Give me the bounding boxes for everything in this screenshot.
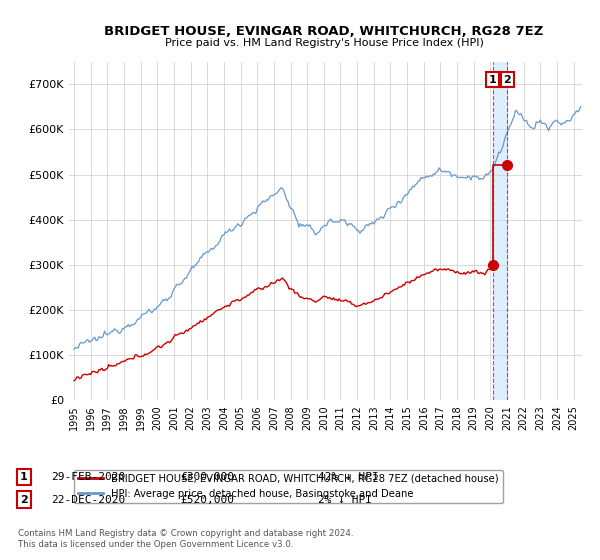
Text: 29-FEB-2020: 29-FEB-2020 bbox=[51, 472, 125, 482]
Text: £300,000: £300,000 bbox=[180, 472, 234, 482]
Text: 2% ↓ HPI: 2% ↓ HPI bbox=[318, 494, 372, 505]
Text: BRIDGET HOUSE, EVINGAR ROAD, WHITCHURCH, RG28 7EZ: BRIDGET HOUSE, EVINGAR ROAD, WHITCHURCH,… bbox=[104, 25, 544, 38]
Text: £520,000: £520,000 bbox=[180, 494, 234, 505]
Text: 42% ↓ HPI: 42% ↓ HPI bbox=[318, 472, 379, 482]
Text: 22-DEC-2020: 22-DEC-2020 bbox=[51, 494, 125, 505]
Text: 1: 1 bbox=[20, 472, 28, 482]
Text: 2: 2 bbox=[20, 494, 28, 505]
Text: Price paid vs. HM Land Registry's House Price Index (HPI): Price paid vs. HM Land Registry's House … bbox=[164, 38, 484, 48]
Bar bbox=[493, 62, 506, 400]
Text: Contains HM Land Registry data © Crown copyright and database right 2024.
This d: Contains HM Land Registry data © Crown c… bbox=[18, 529, 353, 549]
Text: 2: 2 bbox=[503, 74, 511, 85]
Text: 1: 1 bbox=[488, 74, 496, 85]
Legend: BRIDGET HOUSE, EVINGAR ROAD, WHITCHURCH, RG28 7EZ (detached house), HPI: Average: BRIDGET HOUSE, EVINGAR ROAD, WHITCHURCH,… bbox=[74, 470, 503, 503]
